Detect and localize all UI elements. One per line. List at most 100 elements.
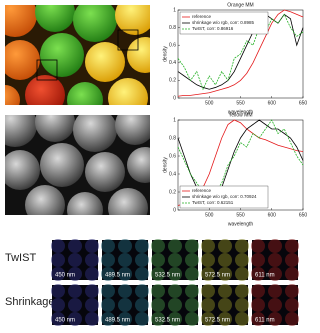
thumbnail-blob bbox=[135, 253, 149, 267]
thumbnail-blob bbox=[235, 239, 249, 253]
legend-box bbox=[179, 185, 269, 209]
thumbnail-blob bbox=[151, 267, 165, 281]
thumbnail-blob bbox=[251, 267, 265, 281]
thumbnail-blob bbox=[135, 239, 149, 253]
thumbnail-blob bbox=[68, 312, 82, 326]
thumbnail-blob bbox=[285, 253, 299, 267]
thumbnail-blob bbox=[85, 267, 99, 281]
thumbnail-blob bbox=[168, 253, 182, 267]
thumbnail-blob bbox=[168, 267, 182, 281]
thumbnail-blob bbox=[185, 239, 199, 253]
thumbnail-label: 489.5 nm bbox=[105, 273, 130, 279]
y-tick-label: 0.2 bbox=[169, 189, 176, 195]
thumbnail-blob bbox=[85, 253, 99, 267]
thumbnail-blob bbox=[251, 312, 265, 326]
thumbnail-blob bbox=[268, 284, 282, 298]
thumbnail-blob bbox=[151, 312, 165, 326]
y-axis-label: density bbox=[162, 46, 168, 62]
thumbnail-blob bbox=[218, 284, 232, 298]
thumbnail-blob bbox=[268, 312, 282, 326]
y-tick-label: 0.4 bbox=[169, 60, 176, 66]
thumbnail-blob bbox=[118, 284, 132, 298]
x-tick-label: 650 bbox=[299, 100, 308, 106]
thumbnail-blob bbox=[101, 267, 115, 281]
thumbnail-blob bbox=[201, 298, 215, 312]
legend-label: shrinkage w/o rgb, corr: 0.8985 bbox=[192, 20, 255, 25]
thumbnail-blob bbox=[101, 284, 115, 298]
legend-label: reference bbox=[192, 14, 212, 19]
thumbnail-blob bbox=[85, 312, 99, 326]
y-tick-label: 1 bbox=[173, 7, 176, 13]
thumbnail-blob bbox=[268, 298, 282, 312]
chart-title: Yellow MM bbox=[229, 112, 253, 118]
thumbnail-blob bbox=[151, 284, 165, 298]
chart-title: Orange MM bbox=[227, 2, 253, 8]
y-tick-label: 0 bbox=[173, 95, 176, 101]
color-photo bbox=[5, 5, 150, 105]
x-tick-label: 500 bbox=[205, 100, 214, 106]
x-axis-label: wavelength bbox=[228, 221, 254, 227]
y-tick-label: 0.8 bbox=[169, 25, 176, 31]
x-tick-label: 650 bbox=[299, 212, 308, 218]
thumbnail-blob bbox=[118, 298, 132, 312]
thumbnail-blob bbox=[168, 312, 182, 326]
y-tick-label: 0 bbox=[173, 207, 176, 213]
thumbnail-label: 532.5 nm bbox=[155, 318, 180, 324]
thumbnail-label: 611 nm bbox=[255, 318, 275, 324]
thumbnail-blob bbox=[268, 253, 282, 267]
thumbnail-blob bbox=[235, 298, 249, 312]
thumbnail-blob bbox=[218, 267, 232, 281]
thumbnail-blob bbox=[51, 298, 65, 312]
thumbnail-blob bbox=[251, 239, 265, 253]
thumbnail-blob bbox=[201, 284, 215, 298]
thumbnail-blob bbox=[185, 267, 199, 281]
legend-label: TwIST, corr: 0.62151 bbox=[192, 200, 234, 205]
thumbnail-blob bbox=[135, 267, 149, 281]
thumbnail-blob bbox=[118, 312, 132, 326]
thumbnail-blob bbox=[185, 298, 199, 312]
series-line bbox=[177, 119, 304, 197]
thumbnail-blob bbox=[285, 312, 299, 326]
thumbnail-blob bbox=[51, 284, 65, 298]
thumbnail-blob bbox=[51, 267, 65, 281]
row-label: TwIST bbox=[5, 252, 36, 264]
thumbnail-blob bbox=[168, 284, 182, 298]
thumbnail-blob bbox=[251, 284, 265, 298]
thumbnail-blob bbox=[185, 312, 199, 326]
thumbnail-blob bbox=[118, 267, 132, 281]
y-tick-label: 0.8 bbox=[169, 135, 176, 141]
thumbnail-blob bbox=[101, 239, 115, 253]
y-tick-label: 1 bbox=[173, 117, 176, 123]
thumbnail-label: 532.5 nm bbox=[155, 273, 180, 279]
thumbnail-blob bbox=[68, 239, 82, 253]
thumbnail-blob bbox=[251, 298, 265, 312]
x-tick-label: 550 bbox=[236, 212, 245, 218]
thumbnail-blob bbox=[68, 284, 82, 298]
thumbnail-blob bbox=[151, 239, 165, 253]
thumbnail-blob bbox=[135, 284, 149, 298]
thumbnail-blob bbox=[251, 253, 265, 267]
thumbnail-blob bbox=[101, 298, 115, 312]
thumbnail-blob bbox=[201, 312, 215, 326]
thumbnail-label: 489.5 nm bbox=[105, 318, 130, 324]
legend-box bbox=[179, 11, 269, 35]
thumbnail-blob bbox=[68, 267, 82, 281]
thumbnail-blob bbox=[268, 239, 282, 253]
thumbnail-blob bbox=[201, 267, 215, 281]
thumbnail-label: 572.5 nm bbox=[205, 273, 230, 279]
thumbnail-blob bbox=[51, 253, 65, 267]
thumbnail-blob bbox=[285, 298, 299, 312]
series-line bbox=[177, 9, 304, 97]
x-tick-label: 550 bbox=[236, 100, 245, 106]
thumbnail-blob bbox=[151, 253, 165, 267]
series-line bbox=[177, 13, 304, 91]
thumbnail-blob bbox=[101, 253, 115, 267]
thumbnail-blob bbox=[68, 253, 82, 267]
thumbnail-label: 450 nm bbox=[55, 318, 75, 324]
thumbnail-blob bbox=[68, 298, 82, 312]
thumbnail-blob bbox=[285, 239, 299, 253]
gray-photo bbox=[5, 115, 150, 215]
thumbnail-blob bbox=[101, 312, 115, 326]
thumbnail-blob bbox=[151, 298, 165, 312]
